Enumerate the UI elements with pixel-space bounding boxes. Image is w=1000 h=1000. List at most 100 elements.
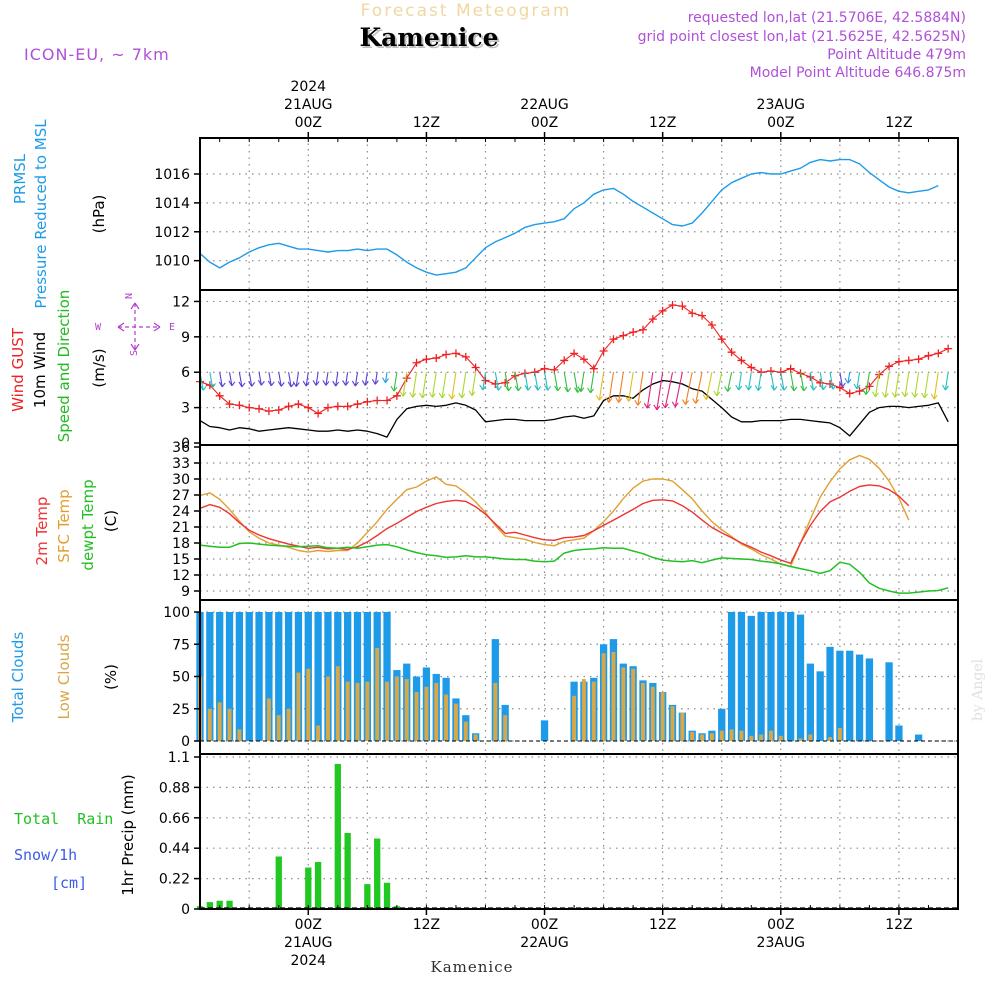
gust-marker: [481, 376, 490, 385]
pressure-label-1: PRMSL: [11, 153, 29, 204]
gust-marker: [471, 363, 480, 372]
wind-arrow-head: [643, 402, 651, 409]
low-cloud-bar: [739, 730, 744, 741]
bottom-time-label: 22AUG: [520, 935, 569, 951]
sfc-temp-label: SFC Temp: [55, 489, 73, 562]
wind-direction-arrow: [315, 372, 319, 386]
y-tick-label: 12: [172, 294, 190, 310]
low-cloud-bar: [335, 666, 340, 741]
gust-marker: [363, 397, 372, 406]
wind-10m-label: 10m Wind: [31, 332, 49, 408]
top-time-label: 21AUG: [284, 97, 333, 113]
supertitle: Forecast Meteogram: [361, 1, 572, 21]
low-cloud-bar: [207, 708, 212, 741]
gust-marker: [314, 409, 323, 418]
y-tick-label: 21: [172, 520, 190, 536]
wind-direction-arrow: [884, 372, 890, 398]
rain-bar: [216, 900, 223, 909]
gust-marker: [747, 363, 756, 372]
wind-direction-arrow: [364, 372, 368, 386]
y-tick-label: 25: [172, 702, 190, 718]
low-cloud-bar: [473, 734, 478, 741]
wind-direction-arrow: [471, 372, 477, 396]
y-tick-label: 9: [181, 584, 190, 600]
gust-marker: [333, 402, 342, 411]
wind-arrow-head: [901, 391, 909, 398]
wind-arrow-head: [238, 381, 246, 388]
gust-marker: [284, 402, 293, 411]
low-cloud-bar: [759, 734, 764, 741]
wind-direction-arrow: [524, 372, 529, 391]
wind-arrow-head: [871, 391, 879, 398]
total-cloud-bar: [344, 612, 352, 741]
rain-bar: [226, 900, 233, 909]
bottom-time-label: 21AUG: [284, 935, 333, 951]
low-cloud-bar: [434, 682, 439, 741]
gust-marker: [235, 401, 244, 410]
wind-arrow-head: [418, 392, 426, 399]
wind-arrow-head: [810, 385, 817, 391]
wind-arrow-head: [277, 381, 285, 387]
total-cloud-bar: [265, 612, 273, 741]
wind-direction-arrow: [790, 372, 795, 391]
total-cloud-bar: [747, 615, 755, 741]
gust-marker: [914, 355, 923, 364]
wind-arrow-head: [267, 380, 275, 387]
top-time-label: 12Z: [649, 115, 676, 131]
bottom-time-label: 00Z: [767, 917, 794, 933]
low-cloud-bar: [709, 733, 714, 741]
wind-arrow-head: [257, 379, 265, 386]
gust-marker: [648, 315, 657, 324]
wind-direction-arrow: [664, 372, 674, 408]
gust-marker: [934, 349, 943, 358]
low-cloud-bar: [286, 708, 291, 741]
low-cloud-bar: [690, 731, 695, 741]
wind-direction-arrow: [504, 372, 509, 391]
wind-direction-arrow: [374, 372, 378, 385]
gust-marker: [845, 389, 854, 398]
compass-e: E: [169, 322, 175, 333]
total-cloud-bar: [383, 612, 391, 741]
total-cloud-bar: [846, 650, 854, 741]
gust-marker: [323, 403, 332, 412]
wind-arrow-head: [661, 402, 669, 409]
low-cloud-bar: [453, 703, 458, 741]
wind-direction-arrow: [874, 372, 880, 397]
total-cloud-bar: [796, 614, 805, 741]
panel-frame: [199, 444, 959, 601]
gust-marker: [383, 396, 392, 405]
low-cloud-bar: [680, 712, 685, 741]
total-cloud-bar: [806, 663, 814, 741]
compass-w: W: [95, 322, 102, 333]
wind-arrow-head: [332, 380, 340, 387]
total-cloud-bar: [737, 612, 746, 741]
total-cloud-bar: [314, 612, 322, 741]
wind-arrow-head: [754, 385, 762, 391]
top-time-label: 2024: [290, 79, 326, 95]
gust-marker: [215, 391, 224, 400]
low-clouds-label: Low Clouds: [55, 634, 73, 719]
wind-arrow-head: [921, 392, 928, 399]
wind-direction-arrow: [219, 372, 223, 388]
wind-direction-arrow: [608, 372, 614, 403]
wind-direction-arrow: [482, 372, 487, 391]
wind-arrow-head: [209, 382, 216, 388]
y-tick-label: 36: [172, 440, 190, 456]
wind-arrow-head: [564, 386, 572, 393]
wind-arrow-head: [554, 385, 562, 392]
total-cloud-bar: [914, 734, 923, 741]
low-cloud-bar: [404, 679, 409, 741]
low-cloud-bar: [326, 676, 330, 741]
top-time-label: 23AUG: [757, 97, 806, 113]
requested-location: requested lon,lat (21.5706E, 42.5884N): [688, 10, 966, 26]
top-time-label: 22AUG: [520, 97, 569, 113]
rain-bar: [275, 856, 282, 909]
wind-arrow-head: [853, 383, 861, 390]
wind-direction-arrow: [451, 372, 457, 400]
low-cloud-bar: [276, 715, 281, 741]
wind-arrow-head: [653, 404, 661, 411]
wind-arrow-head: [615, 397, 623, 403]
top-time-label: 12Z: [885, 115, 912, 131]
wind-direction-arrow: [628, 372, 634, 402]
